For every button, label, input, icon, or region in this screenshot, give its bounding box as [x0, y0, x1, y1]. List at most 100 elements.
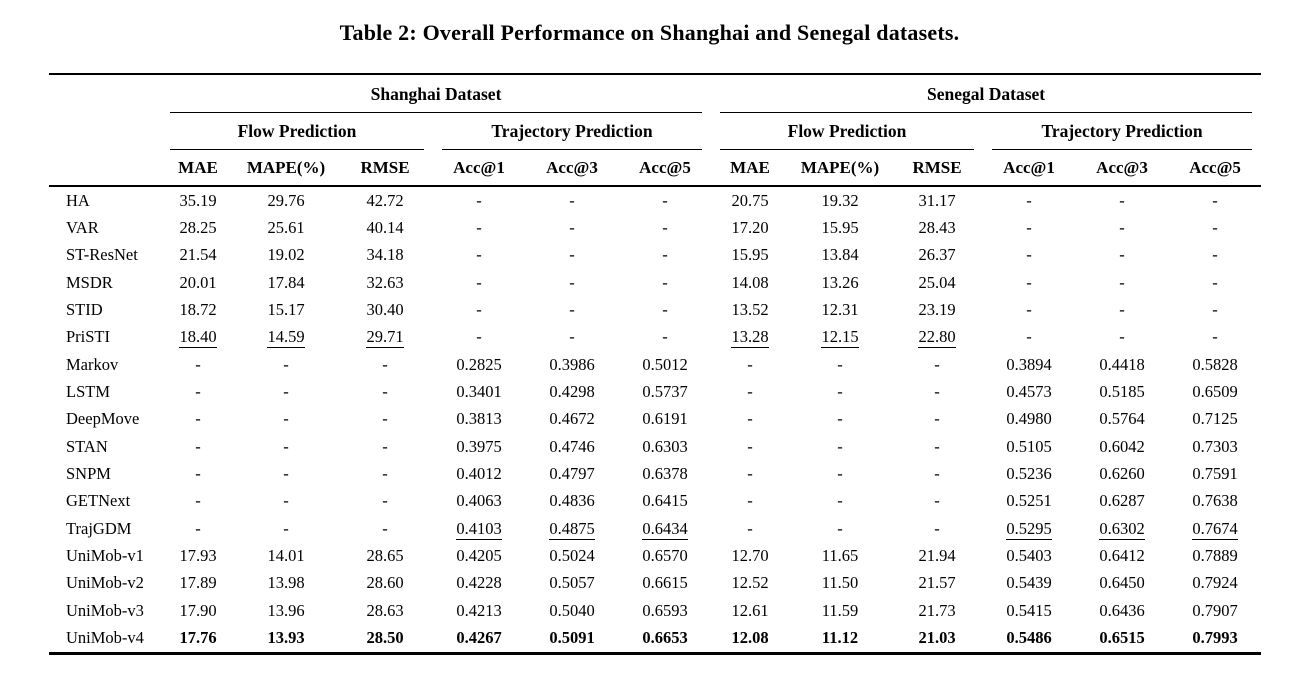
metric-value: 13.96: [267, 600, 305, 620]
metric-value: 0.7924: [1192, 573, 1238, 593]
metric-value: 34.18: [366, 245, 404, 265]
metric-value: 0.5185: [1099, 382, 1145, 402]
metric-value: 0.7591: [1192, 464, 1238, 484]
metric-value: -: [283, 382, 289, 402]
metric-value: 15.95: [821, 218, 859, 238]
metric-value: 0.5764: [1099, 409, 1145, 429]
metric-value: -: [382, 409, 388, 429]
metric-value: -: [476, 245, 482, 265]
metric-value: 0.5024: [549, 546, 595, 566]
metric-value: 21.57: [918, 573, 956, 593]
metric-value: 11.50: [821, 573, 859, 593]
metric-value: 13.98: [267, 573, 305, 593]
metric-value: 0.4213: [456, 600, 502, 620]
metric-value: 0.5236: [1006, 464, 1052, 484]
metric-header: RMSE: [337, 150, 433, 187]
metric-value: 0.6450: [1099, 573, 1145, 593]
metric-value: 12.15: [821, 327, 859, 349]
metric-value: -: [1026, 327, 1032, 347]
metric-value: -: [934, 436, 940, 456]
metric-value: -: [1119, 218, 1125, 238]
metric-value: 0.4267: [456, 628, 502, 648]
metric-value: 29.76: [267, 190, 305, 210]
metric-value: 0.7674: [1192, 518, 1238, 540]
metric-value: 0.5737: [642, 382, 688, 402]
task-header-shanghai-trajectory: Trajectory Prediction: [433, 113, 711, 150]
metric-value: 22.80: [918, 327, 956, 349]
table-row: STID 18.72 15.17 30.40 - - - 13.52 12.31 23.19 - - -: [49, 296, 1261, 323]
metric-value: 14.08: [731, 272, 769, 292]
metric-value: 0.5012: [642, 354, 688, 374]
metric-value: -: [662, 300, 668, 320]
metric-value: 17.84: [267, 272, 305, 292]
metric-value: 17.89: [179, 573, 217, 593]
metric-value: -: [476, 218, 482, 238]
metric-value: 0.6436: [1099, 600, 1145, 620]
metric-value: 28.43: [918, 218, 956, 238]
metric-value: -: [934, 491, 940, 511]
model-name: HA: [66, 190, 90, 210]
metric-value: 28.65: [366, 546, 404, 566]
metric-value: -: [382, 436, 388, 456]
metric-header: Acc@5: [619, 150, 712, 187]
table-row: UniMob-v2 17.89 13.98 28.60 0.4228 0.5057 0.66…: [49, 570, 1261, 597]
metric-value: 11.59: [821, 600, 859, 620]
model-name: ST-ResNet: [66, 245, 138, 265]
metric-value: -: [747, 354, 753, 374]
corner-cell: [49, 113, 161, 150]
metric-value: -: [747, 518, 753, 538]
metric-header: Acc@3: [525, 150, 619, 187]
table-row: UniMob-v4 17.76 13.93 28.50 0.4267 0.5091 0.66…: [49, 625, 1261, 654]
table-row: UniMob-v1 17.93 14.01 28.65 0.4205 0.5024 0.65…: [49, 542, 1261, 569]
metric-value: 0.6415: [642, 491, 688, 511]
metric-value: -: [569, 272, 575, 292]
metric-value: 0.5057: [549, 573, 595, 593]
metric-value: 0.4672: [549, 409, 595, 429]
metric-value: 0.6378: [642, 464, 688, 484]
metric-value: 21.03: [918, 628, 956, 648]
metric-value: 19.32: [821, 190, 859, 210]
model-name: VAR: [66, 218, 99, 238]
metric-value: 28.63: [366, 600, 404, 620]
metric-value: 0.5251: [1006, 491, 1052, 511]
metric-value: 17.90: [179, 600, 217, 620]
metric-value: 0.7889: [1192, 546, 1238, 566]
metric-value: 0.6042: [1099, 436, 1145, 456]
table-row: GETNext - - - 0.4063 0.4836 0.6415 - - - 0.5251 0.6…: [49, 488, 1261, 515]
metric-value: 0.3975: [456, 436, 502, 456]
model-name: STAN: [66, 436, 108, 456]
metric-value: -: [837, 518, 843, 538]
table-row: STAN - - - 0.3975 0.4746 0.6303 - - - 0.5105 0.6042…: [49, 433, 1261, 460]
model-name: STID: [66, 300, 103, 320]
metric-header-row: MAE MAPE(%) RMSE Acc@1 Acc@3 Acc@5 MAE M…: [49, 150, 1262, 187]
metric-value: 20.01: [179, 272, 217, 292]
metric-value: -: [476, 300, 482, 320]
metric-value: 12.31: [821, 300, 859, 320]
metric-value: -: [747, 436, 753, 456]
metric-value: -: [283, 464, 289, 484]
dataset-header-row: Shanghai Dataset Senegal Dataset: [49, 74, 1261, 113]
metric-value: 29.71: [366, 327, 404, 349]
table-caption: Table 2: Overall Performance on Shanghai…: [339, 20, 960, 45]
metric-value: -: [476, 272, 482, 292]
metric-value: -: [1119, 190, 1125, 210]
metric-value: -: [1026, 190, 1032, 210]
metric-value: -: [934, 409, 940, 429]
metric-value: -: [837, 464, 843, 484]
metric-value: 0.5040: [549, 600, 595, 620]
metric-value: 13.93: [267, 628, 305, 648]
metric-value: 0.3401: [456, 382, 502, 402]
metric-value: 13.52: [731, 300, 769, 320]
metric-value: -: [934, 518, 940, 538]
metric-value: 0.4797: [549, 464, 595, 484]
metric-value: 0.7303: [1192, 436, 1238, 456]
metric-value: -: [195, 354, 201, 374]
metric-value: -: [662, 218, 668, 238]
metric-value: 0.4875: [549, 518, 595, 540]
metric-value: 21.54: [179, 245, 217, 265]
metric-value: -: [747, 409, 753, 429]
metric-value: 15.17: [267, 300, 305, 320]
metric-value: 0.6615: [642, 573, 688, 593]
metric-value: 0.6570: [642, 546, 688, 566]
metric-value: 42.72: [366, 190, 404, 210]
